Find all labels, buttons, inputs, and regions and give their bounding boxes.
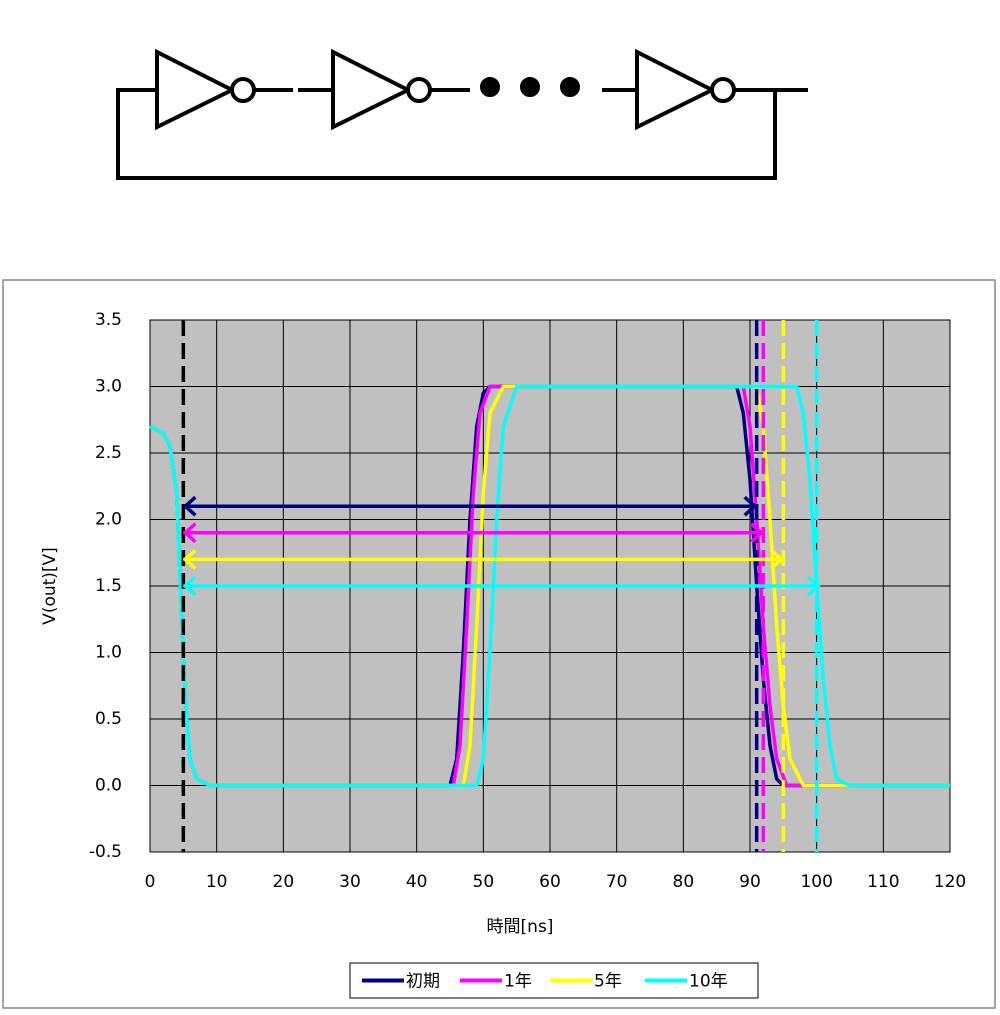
x-tick-label: 50 bbox=[473, 872, 495, 892]
x-tick-label: 90 bbox=[739, 872, 761, 892]
legend-label: 初期 bbox=[406, 972, 440, 992]
arrow-head bbox=[182, 575, 197, 597]
period-arrow bbox=[182, 495, 758, 517]
x-tick-label: 80 bbox=[673, 872, 695, 892]
y-tick-label: 1.0 bbox=[95, 643, 122, 663]
ring-oscillator-diagram bbox=[116, 48, 808, 180]
x-tick-label: 0 bbox=[145, 872, 156, 892]
y-tick-label: 3.5 bbox=[95, 310, 122, 330]
arrow-head bbox=[750, 522, 764, 544]
legend-label: 5年 bbox=[594, 972, 622, 992]
y-tick-label: 0.5 bbox=[95, 709, 122, 729]
y-tick-label: 2.5 bbox=[95, 443, 122, 463]
y-tick-label: 3.0 bbox=[95, 377, 122, 397]
x-tick-label: 10 bbox=[206, 872, 228, 892]
y-tick-label: 2.0 bbox=[95, 510, 122, 530]
x-tick-label: 30 bbox=[339, 872, 361, 892]
x-tick-label: 40 bbox=[406, 872, 428, 892]
arrow-head bbox=[182, 522, 197, 544]
legend-label: 1年 bbox=[504, 972, 532, 992]
legend-label: 10年 bbox=[689, 972, 728, 992]
series-line bbox=[149, 384, 950, 788]
arrow-head bbox=[743, 495, 758, 517]
y-tick-label: -0.5 bbox=[89, 842, 122, 862]
y-axis-label: V(out)[V] bbox=[40, 547, 60, 625]
x-tick-label: 60 bbox=[539, 872, 561, 892]
y-tick-label: 0.0 bbox=[95, 776, 122, 796]
x-tick-label: 100 bbox=[800, 872, 832, 892]
x-tick-label: 110 bbox=[867, 872, 899, 892]
x-tick-label: 120 bbox=[934, 872, 966, 892]
period-arrow bbox=[182, 575, 821, 597]
y-tick-label: 1.5 bbox=[95, 576, 122, 596]
period-arrow bbox=[182, 522, 764, 544]
arrow-head bbox=[182, 549, 197, 570]
x-tick-label: 20 bbox=[273, 872, 295, 892]
arrow-head bbox=[182, 495, 197, 517]
x-axis-label: 時間[ns] bbox=[487, 917, 554, 937]
arrow-head bbox=[806, 575, 821, 597]
arrow-head bbox=[770, 549, 784, 570]
period-arrow bbox=[182, 549, 784, 570]
x-tick-label: 70 bbox=[606, 872, 628, 892]
